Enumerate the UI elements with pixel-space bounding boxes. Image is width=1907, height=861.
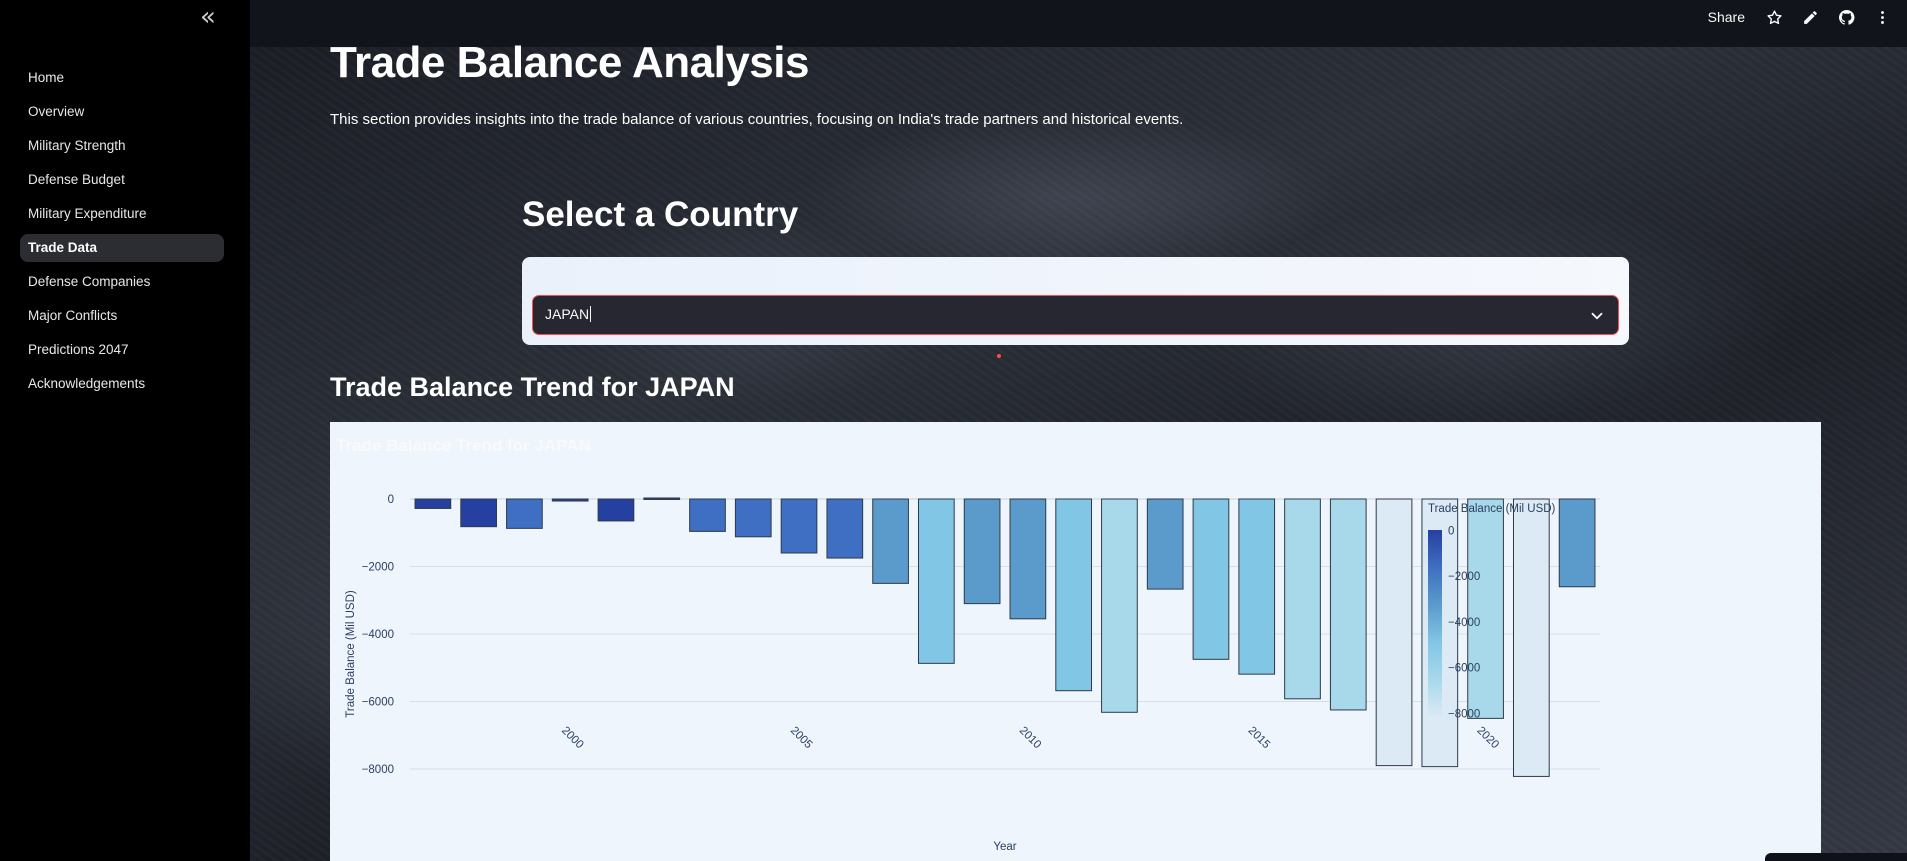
country-select-card: JAPAN	[522, 257, 1629, 345]
sidebar-item-predictions-2047[interactable]: Predictions 2047	[28, 342, 129, 357]
sidebar-nav: Home Overview Military Strength Defense Bud…	[20, 64, 224, 404]
select-country-heading: Select a Country	[522, 195, 799, 234]
bar-2006	[826, 498, 864, 559]
colorbar	[1428, 530, 1442, 718]
page-description: This section provides insights into the …	[330, 111, 1184, 128]
y-tick-label: 0	[388, 494, 394, 506]
sidebar-item-major-conflicts[interactable]: Major Conflicts	[28, 308, 118, 323]
bar-2007	[872, 498, 909, 584]
bar-2013	[1146, 498, 1184, 590]
bar-2020	[1467, 498, 1504, 719]
bar-2016	[1284, 498, 1321, 700]
bar-2012	[1101, 498, 1138, 713]
sidebar-item-defense-budget[interactable]: Defense Budget	[28, 172, 125, 187]
country-select[interactable]: JAPAN	[532, 295, 1619, 335]
bar-2022	[1558, 498, 1596, 588]
bar-2011	[1055, 498, 1093, 692]
y-tick-label: −6000	[362, 697, 394, 709]
y-tick-label: −8000	[362, 764, 394, 776]
colorbar-title: Trade Balance (Mil USD)	[1428, 503, 1556, 515]
bar-2015	[1238, 498, 1276, 675]
x-tick-label: 2005	[788, 725, 815, 752]
sidebar-item-home[interactable]: Home	[28, 70, 65, 85]
x-axis-title: Year	[993, 841, 1016, 853]
chevron-down-icon[interactable]	[1588, 307, 1606, 325]
bar-2021	[1512, 498, 1550, 777]
bar-2008	[917, 498, 955, 664]
sidebar-item-overview[interactable]: Overview	[28, 104, 85, 119]
sidebar-item-military-expenditure[interactable]: Military Expenditure	[28, 206, 147, 221]
x-tick-label: 2020	[1474, 725, 1501, 752]
y-tick-label: −2000	[362, 562, 394, 574]
sidebar-item-trade-data[interactable]: Trade Data	[20, 234, 224, 262]
chart-heading: Trade Balance Trend for JAPAN	[330, 372, 735, 402]
country-select-value[interactable]: JAPAN	[545, 306, 592, 322]
y-axis-title: Trade Balance (Mil USD)	[345, 590, 357, 718]
bar-2005	[780, 498, 818, 554]
colorbar-tick-label: −4000	[1448, 617, 1480, 629]
sidebar-item-defense-companies[interactable]: Defense Companies	[28, 274, 151, 289]
pencil-icon[interactable]	[1799, 6, 1821, 28]
trade-balance-chart: Trade Balance Trend for JAPAN 0 −2000 −400…	[330, 422, 1821, 861]
sidebar: « Home Overview Military Strength Defense B…	[0, 0, 250, 861]
x-tick-label: 2015	[1246, 725, 1273, 752]
bar-1997	[414, 498, 452, 509]
share-button[interactable]: Share	[1707, 9, 1745, 25]
bar-1999	[506, 498, 543, 529]
header-actions: Share	[1708, 0, 1893, 34]
bar-2010	[1009, 498, 1047, 620]
more-vertical-icon[interactable]	[1871, 6, 1893, 28]
status-dot	[997, 354, 1001, 358]
sidebar-item-acknowledgements[interactable]: Acknowledgements	[28, 376, 146, 391]
chart-svg: 0 −2000 −4000 −6000 −8000 2000 2005 2010 2015 202…	[345, 494, 1600, 853]
bar-1998	[460, 498, 498, 528]
bar-2002	[643, 497, 681, 500]
app-header: Share	[250, 0, 1907, 47]
x-tick-label: 2000	[559, 725, 586, 752]
double-chevron-left-icon[interactable]: «	[200, 2, 216, 32]
colorbar-tick-label: −6000	[1448, 663, 1480, 675]
github-icon[interactable]	[1835, 6, 1857, 28]
bar-2004	[734, 498, 772, 538]
sidebar-item-military-strength[interactable]: Military Strength	[28, 138, 126, 153]
bar-2003	[689, 498, 726, 532]
star-icon[interactable]	[1763, 6, 1785, 28]
bar-2017	[1329, 498, 1367, 711]
colorbar-tick-label: 0	[1448, 526, 1454, 538]
bar-2001	[597, 498, 635, 522]
y-tick-label: −4000	[362, 629, 394, 641]
page-title: Trade Balance Analysis	[330, 38, 809, 87]
colorbar-tick-label: −2000	[1448, 571, 1480, 583]
x-tick-label: 2010	[1017, 725, 1044, 752]
chart-title: Trade Balance Trend for JAPAN	[336, 436, 591, 455]
bar-2000	[551, 498, 589, 502]
bar-2014	[1192, 498, 1230, 660]
bar-2009	[963, 498, 1001, 605]
colorbar-tick-label: −8000	[1448, 708, 1480, 720]
bar-2018	[1375, 498, 1413, 767]
corner-toolbar	[1765, 853, 1907, 861]
